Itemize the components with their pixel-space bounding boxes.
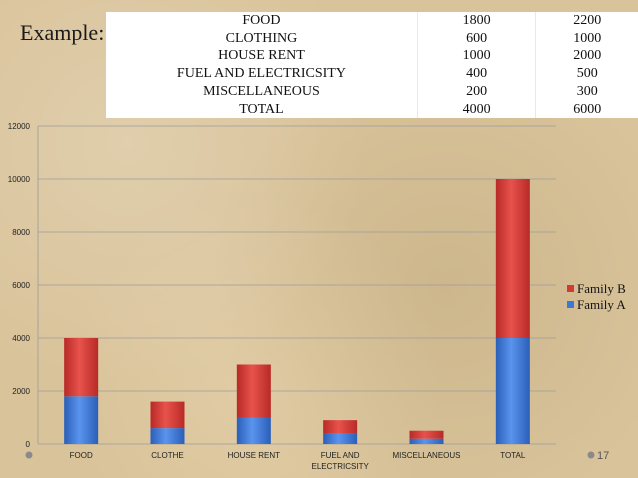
data-table: FOOD 1800 2200 CLOTHING 600 1000 HOUSE RENT 100… [106, 12, 638, 119]
bar-family-b [64, 338, 99, 397]
bar-family-b [495, 179, 530, 338]
legend-swatch [567, 285, 574, 292]
table-cell: 300 [535, 82, 638, 101]
bullet-dot-icon [587, 451, 595, 459]
x-tick-label: MISCELLANEOUS [392, 451, 460, 460]
bar-family-a [495, 338, 530, 444]
bar-family-a [236, 417, 271, 444]
table-row: MISCELLANEOUS 200 300 [106, 82, 638, 101]
table-cell: FOOD [242, 13, 281, 28]
table-cell: TOTAL [239, 101, 284, 117]
table-row: HOUSE RENT 1000 2000 [106, 47, 638, 66]
table-cell: 4000 [416, 100, 536, 119]
y-tick-label: 4000 [12, 334, 30, 343]
table-cell: 2000 [535, 47, 638, 66]
x-tick-label: FUEL AND [321, 451, 360, 460]
y-tick-label: 0 [26, 440, 31, 449]
bar-family-b [236, 364, 271, 418]
x-tick-label: ELECTRICSITY [311, 462, 369, 471]
table-cell: 1800 [416, 12, 536, 30]
table-cell: HOUSE RENT [218, 48, 305, 64]
bar-family-b [150, 401, 185, 429]
data-table-body: FOOD 1800 2200 CLOTHING 600 1000 HOUSE RENT 100… [106, 12, 638, 119]
table-row: TOTAL 4000 6000 [106, 100, 638, 119]
legend-item: Family B [567, 281, 626, 296]
table-cell: 200 [416, 82, 536, 101]
x-tick-label: FOOD [70, 451, 93, 460]
table-cell: 2200 [535, 12, 638, 30]
y-tick-label: 10000 [8, 175, 31, 184]
table-row: FOOD 1800 2200 [106, 12, 638, 30]
table-cell: 600 [416, 29, 536, 48]
y-tick-label: 12000 [8, 122, 31, 131]
bars-layer [64, 179, 530, 444]
table-cell: 1000 [416, 47, 536, 66]
x-tick-label: CLOTHE [151, 451, 183, 460]
example-label: Example: [20, 20, 105, 45]
bullet-dot-icon [25, 451, 33, 459]
bar-family-a [64, 396, 99, 444]
table-cell: CLOTHING [225, 30, 298, 46]
table-cell: 1000 [535, 29, 638, 48]
table-cell: 500 [535, 65, 638, 83]
table-cell: MISCELLANEOUS [203, 83, 320, 99]
bar-family-b [409, 430, 444, 439]
labels-layer: 0 2000 4000 6000 8000 10000 12000 FOOD CLOTHE HOU… [8, 122, 526, 471]
bar-family-a [323, 433, 358, 444]
bar-family-b [323, 420, 358, 434]
legend-item: Family A [567, 297, 626, 312]
legend-label: Family B [577, 281, 626, 296]
bar-family-a [409, 438, 444, 444]
table-row: CLOTHING 600 1000 [106, 29, 638, 48]
y-tick-label: 8000 [12, 228, 30, 237]
y-tick-label: 6000 [12, 281, 30, 290]
bar-family-a [150, 428, 185, 444]
table-row: FUEL AND ELECTRICSITY 400 500 [106, 65, 638, 83]
x-tick-label: TOTAL [500, 451, 526, 460]
grid-layer [37, 125, 556, 445]
y-tick-label: 2000 [12, 387, 30, 396]
x-tick-label: HOUSE RENT [228, 451, 281, 460]
page-number: 17 [597, 450, 610, 462]
table-cell: FUEL AND ELECTRICSITY [176, 66, 346, 82]
legend-label: Family A [577, 297, 626, 312]
table-cell: 400 [416, 65, 536, 83]
table-cell: 6000 [535, 100, 638, 119]
legend-swatch [567, 301, 574, 308]
